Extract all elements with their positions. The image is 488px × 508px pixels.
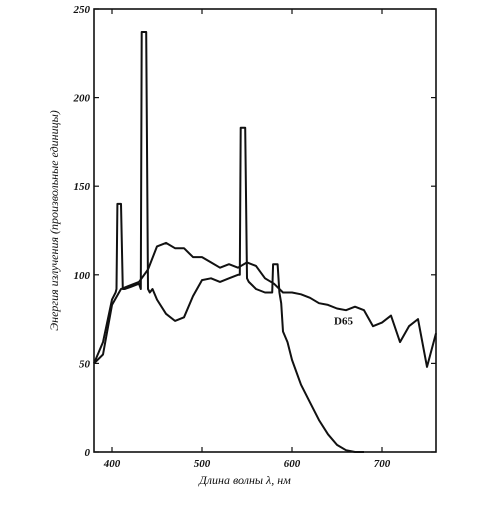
x-tick-label: 500 xyxy=(194,458,211,470)
series-line-lamp xyxy=(93,31,364,453)
plot-frame-group xyxy=(93,8,437,453)
x-tick-label: 700 xyxy=(374,458,391,470)
x-axis-title: Длина волны λ, нм xyxy=(198,473,291,487)
x-tick-label: 600 xyxy=(284,458,301,470)
y-tick-label: 0 xyxy=(85,447,91,459)
y-axis-title: Энергия излучения (произвольные единицы) xyxy=(47,110,61,330)
series-line-d65 xyxy=(93,241,437,368)
x-axis: 400 500 600 700 xyxy=(103,9,391,470)
y-tick-label: 250 xyxy=(73,4,91,16)
y-tick-label: 200 xyxy=(73,93,91,105)
y-tick-label: 150 xyxy=(74,181,91,193)
series-label-d65: D65 xyxy=(334,315,353,327)
y-tick-label: 50 xyxy=(79,358,91,370)
series-layer xyxy=(93,31,437,453)
y-axis: 0 50 100 150 200 250 xyxy=(73,4,436,459)
plot-frame xyxy=(93,8,437,453)
y-tick-label: 100 xyxy=(74,270,91,282)
x-tick-label: 400 xyxy=(103,458,121,470)
